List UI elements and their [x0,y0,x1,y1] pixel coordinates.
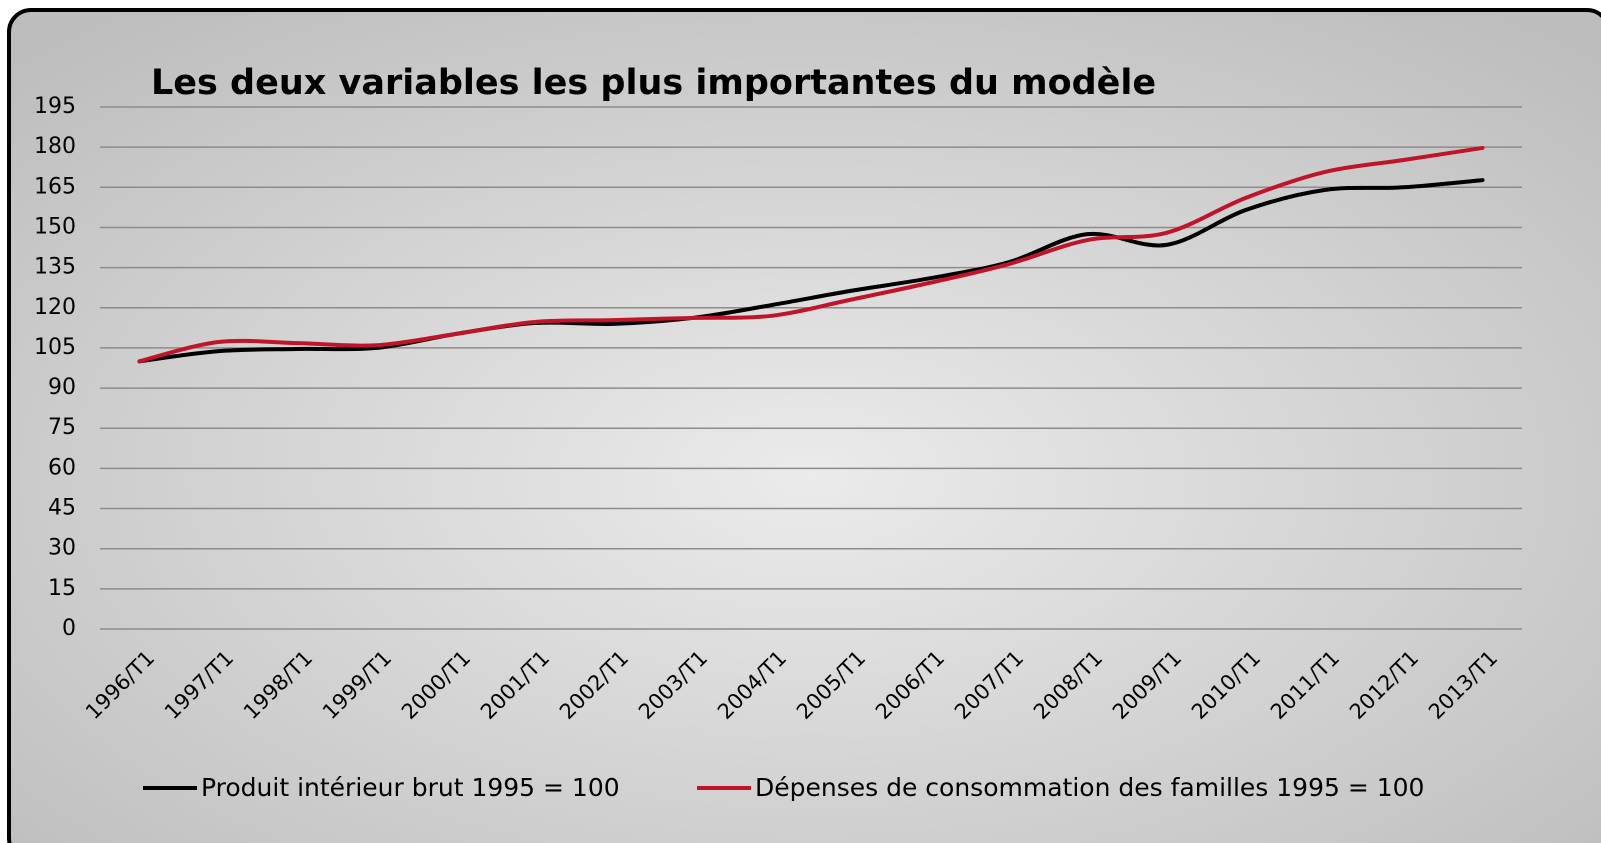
y-tick-label: 90 [48,375,76,400]
y-tick-label: 15 [48,576,76,601]
y-tick-label: 135 [34,255,76,280]
y-tick-label: 150 [34,214,76,239]
chart-title: Les deux variables les plus importantes … [151,63,1156,103]
line-series [137,145,1485,364]
y-tick-label: 120 [34,295,76,320]
legend-label: Dépenses de consommation des familles 19… [755,773,1424,802]
y-tick-label: 60 [48,455,76,480]
y-tick-label: 75 [48,415,76,440]
y-tick-label: 180 [34,134,76,159]
y-tick-label: 165 [34,174,76,199]
y-tick-label: 45 [48,496,76,521]
line-series [137,178,1485,364]
legend-label: Produit intérieur brut 1995 = 100 [201,773,620,802]
y-tick-label: 0 [62,616,76,641]
y-tick-label: 195 [34,94,76,119]
y-tick-label: 105 [34,335,76,360]
y-tick-label: 30 [48,536,76,561]
